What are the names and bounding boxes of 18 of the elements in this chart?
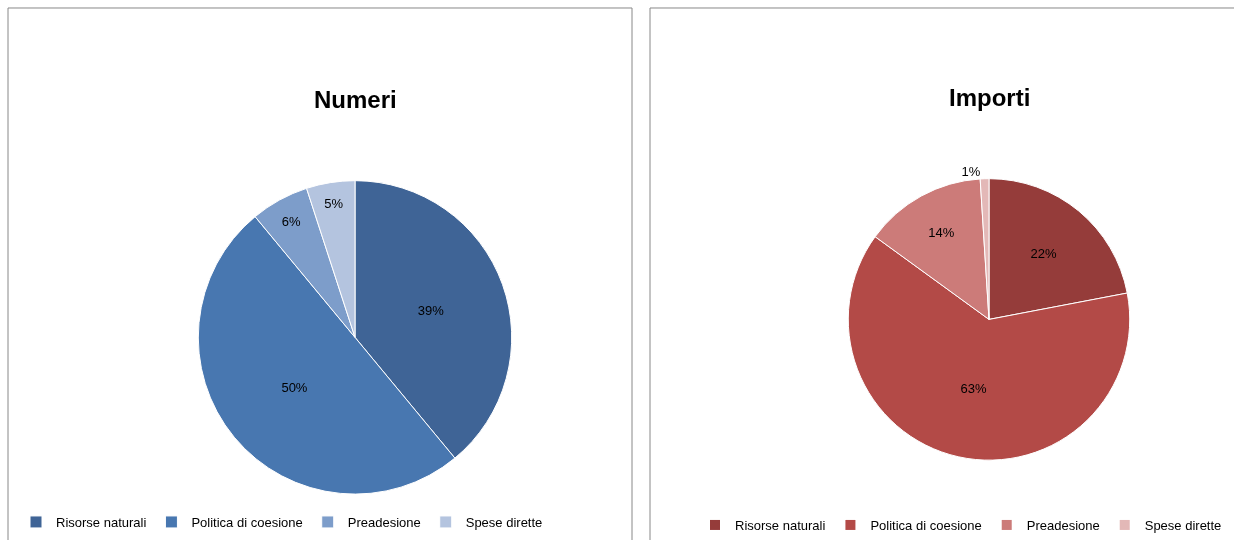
chart-title: Importi [949,84,1031,111]
legend-label: Preadesione [347,515,421,531]
data-label: 6% [281,214,302,230]
data-label: 14% [928,225,955,241]
legend-label: Spese dirette [465,515,543,531]
chart-title: Numeri [314,86,397,113]
legend-label: Preadesione [1026,518,1100,534]
data-label: 39% [417,302,445,318]
data-label: 22% [1030,245,1058,261]
legend-label: Politica di coesione [191,515,303,531]
data-label: 63% [960,380,987,396]
legend-label: Risorse naturali [735,518,826,534]
legend-label: Politica di coesione [870,518,982,534]
legend-label: Risorse naturali [56,515,147,531]
data-label: 5% [324,196,344,212]
data-label: 50% [281,379,308,395]
legend-label: Spese dirette [1144,518,1222,534]
data-label: 1% [961,163,981,179]
